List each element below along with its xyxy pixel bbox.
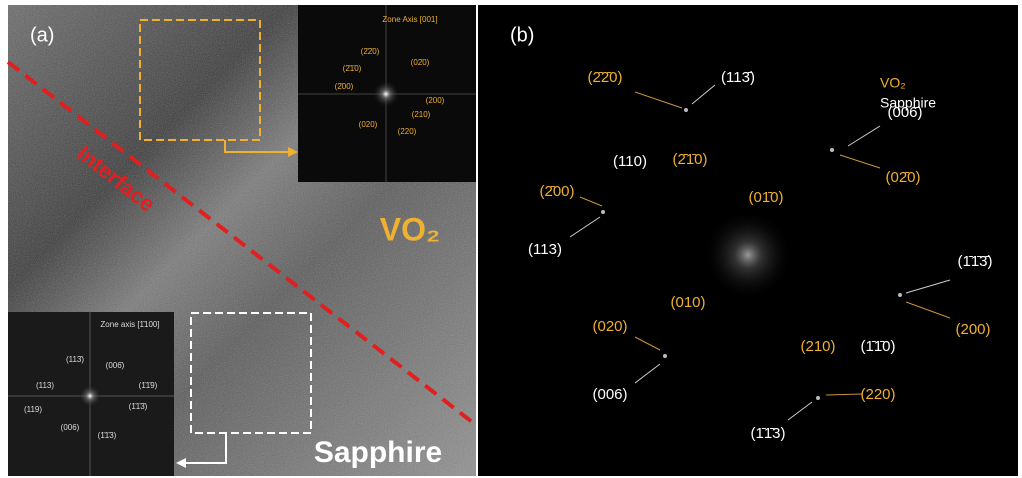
spot-label: (2̄1̄0) <box>672 151 707 168</box>
spot-label: (1̄1̄0) <box>860 338 895 355</box>
spot-label: (113̄) <box>721 69 755 86</box>
spot-label: (2̄1̄0) <box>343 64 362 73</box>
figure: (a) Interface VO₂ Sapphire Zone Axis [00… <box>0 0 1022 478</box>
inset-title: Zone axis [1̄100] <box>100 320 159 329</box>
spot-label: (1̄1̄3̄) <box>129 402 148 411</box>
spot <box>601 210 605 214</box>
center-spot <box>78 384 102 408</box>
spot-label: (220) <box>860 386 895 403</box>
spot <box>663 354 667 358</box>
spot-label: (1̄1̄3) <box>750 425 785 442</box>
spot-label: (200) <box>955 321 990 338</box>
spot-label: (1̄1̄3) <box>98 431 117 440</box>
spot-label: (01̄0) <box>748 189 783 206</box>
spot-label: (210) <box>412 110 431 119</box>
center-spot <box>372 80 400 108</box>
sapphire-label: Sapphire <box>314 436 442 469</box>
spot-label: (006) <box>61 423 80 432</box>
vo2-label: VO₂ <box>380 211 440 247</box>
spot-label: (113) <box>528 241 562 258</box>
spot <box>898 293 902 297</box>
spot-label: (006̄) <box>106 361 125 370</box>
spot-label: (1̄1̄3̄) <box>957 253 992 270</box>
spot-label: (006̄) <box>887 104 922 121</box>
spot-label: (210) <box>800 338 835 355</box>
spot-label: (02̄0) <box>885 169 920 186</box>
page: Figure html, body { margin: 0; padding: … <box>0 0 1022 478</box>
spot-label: (02̄0) <box>411 58 430 67</box>
spot-label: (010) <box>670 294 705 311</box>
spot-label: (119) <box>24 405 42 414</box>
spot-label: (2̄2̄0) <box>361 47 380 56</box>
spot-label: (113) <box>36 381 54 390</box>
spot <box>684 108 688 112</box>
spot-label: (200) <box>426 96 445 105</box>
spot-label: (1̄1̄9) <box>139 381 158 390</box>
spot-label: (113̄) <box>66 355 84 364</box>
spot-label: (020) <box>359 120 378 129</box>
center-glow <box>703 210 793 300</box>
spot-label: (220) <box>398 127 417 136</box>
spot-label: (2̄00) <box>539 183 574 200</box>
panel-label: (a) <box>30 24 54 46</box>
spot-label: (006) <box>592 386 627 403</box>
legend-vo2: VO₂ <box>880 75 906 91</box>
inset-title: Zone Axis [001] <box>382 15 437 24</box>
spot <box>830 148 834 152</box>
spot-label: (2̄2̄0) <box>587 69 622 86</box>
spot-label: (110) <box>613 153 647 170</box>
body: { "panel_a": { "label": "(a)", "interfac… <box>0 0 1022 478</box>
spot-label: (020) <box>592 318 627 335</box>
panel-label: (b) <box>510 24 534 46</box>
spot <box>816 396 820 400</box>
spot-label: (2̄00) <box>335 82 354 91</box>
